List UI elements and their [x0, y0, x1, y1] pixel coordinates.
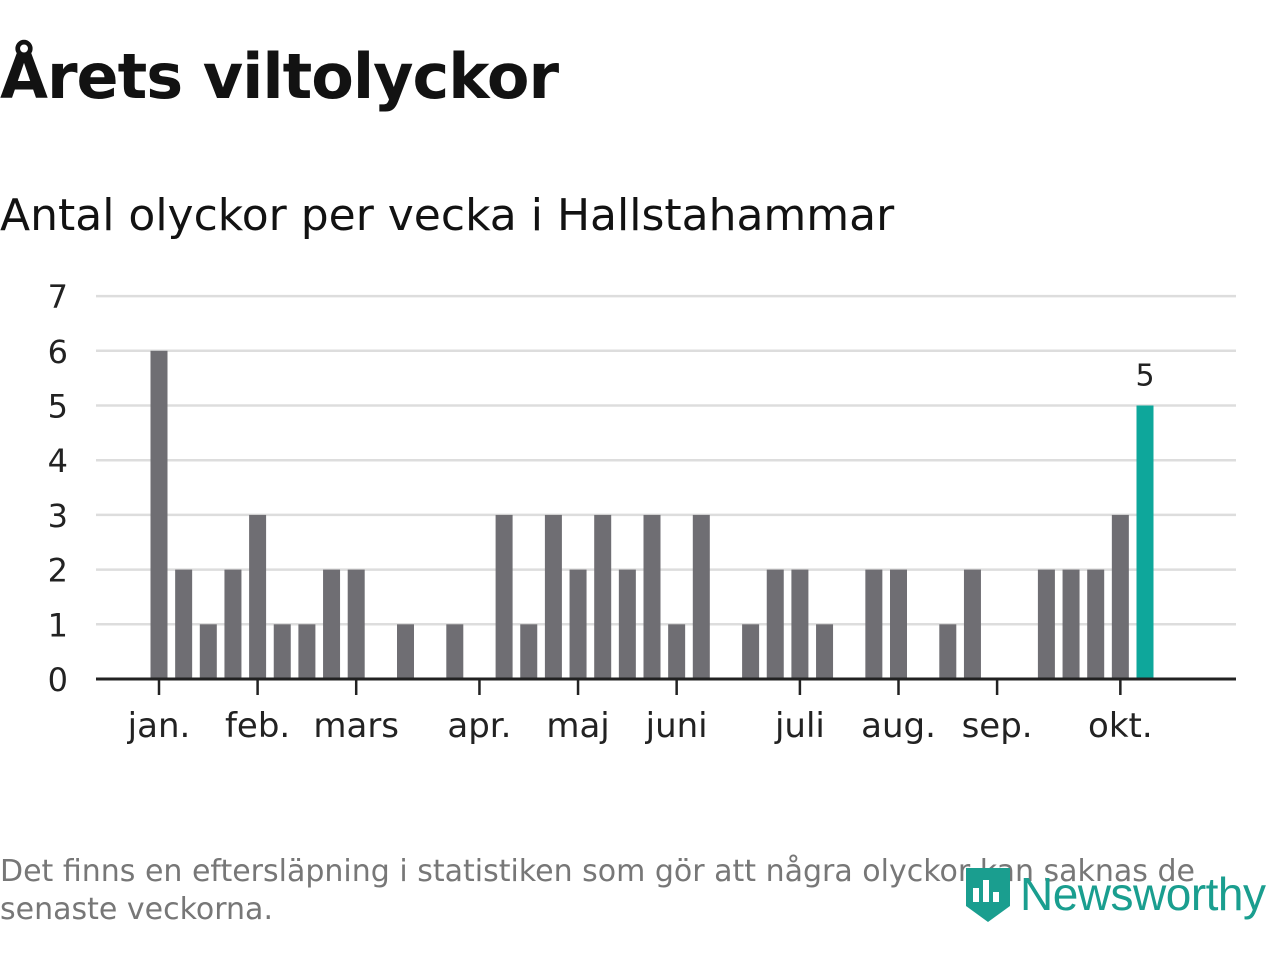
gridlines [96, 294, 1236, 626]
bar-week-39 [1087, 569, 1105, 679]
bar-week-19 [594, 514, 612, 679]
bar-week-16 [520, 624, 538, 679]
y-tick-label: 4 [48, 442, 68, 480]
logo-text: Newsworthy [1020, 868, 1266, 920]
bar-week-31 [890, 569, 907, 679]
bar-week-2 [175, 569, 193, 679]
bar-week-26 [766, 569, 784, 679]
y-tick-label: 7 [48, 278, 68, 316]
y-tick-label: 2 [48, 552, 68, 590]
labels: 0 1 2 3 4 5 6 7 5 jan. feb. mars apr. maj juni juli aug.… [48, 278, 1155, 746]
bar-week-27 [791, 569, 809, 679]
bar-week-11 [397, 624, 414, 679]
bar-week-8 [323, 569, 341, 679]
bar-week-17 [544, 514, 562, 679]
bar-week-6 [273, 624, 291, 679]
x-tick-label: feb. [225, 706, 290, 746]
footnote: Det finns en eftersläpning i statistiken… [0, 854, 1195, 927]
bar-week-3 [199, 624, 217, 679]
x-tick-label: mars [313, 706, 399, 746]
bar-week-15 [495, 514, 513, 679]
y-tick-label: 0 [48, 661, 68, 699]
x-tick-label: apr. [447, 706, 511, 746]
x-tick-label: juni [645, 706, 708, 746]
bar-week-38 [1062, 569, 1080, 679]
bar-week-22 [668, 624, 686, 679]
bar-week-33 [939, 624, 957, 679]
chart-title: Årets viltolyckor [0, 40, 559, 113]
x-tick-label: juli [774, 706, 825, 746]
y-tick-label: 6 [48, 333, 68, 371]
bar-chart: 0 1 2 3 4 5 6 7 5 jan. feb. mars apr. maj juni juli aug.… [48, 278, 1236, 746]
bar-week-37 [1037, 569, 1055, 679]
newsworthy-chart-icon [966, 868, 1010, 922]
bar-week-40 [1111, 514, 1129, 679]
x-tick-label: aug. [861, 706, 936, 746]
x-tick-label: maj [546, 706, 609, 746]
bar-week-18 [569, 569, 587, 679]
y-tick-label: 5 [48, 388, 68, 426]
bar-week-23 [692, 514, 710, 679]
x-tick-label: okt. [1088, 706, 1153, 746]
y-tick-label: 1 [48, 606, 68, 644]
y-tick-label: 3 [48, 497, 68, 535]
bar-week-13 [446, 624, 464, 679]
bar-week-9 [347, 569, 365, 679]
bar-week-34 [963, 569, 981, 679]
bar-week-30 [865, 569, 883, 679]
bars [150, 350, 1154, 679]
axes [96, 677, 1236, 695]
bar-week-7 [298, 624, 316, 679]
chart-subtitle: Antal olyckor per vecka i Hallstahammar [0, 190, 895, 241]
bar-week-20 [618, 569, 636, 679]
bar-week-5 [249, 514, 267, 679]
bar-week-25 [742, 624, 760, 679]
bar-week-21 [643, 514, 661, 679]
bar-week-28 [816, 624, 834, 679]
newsworthy-logo[interactable]: Newsworthy [962, 862, 1266, 926]
bar-week-1 [150, 350, 168, 679]
x-tick-label: sep. [962, 706, 1033, 746]
data-label-latest: 5 [1135, 359, 1154, 394]
bar-highlight-week-41 [1136, 405, 1154, 679]
bar-week-4 [224, 569, 242, 679]
x-tick-label: jan. [127, 706, 191, 746]
